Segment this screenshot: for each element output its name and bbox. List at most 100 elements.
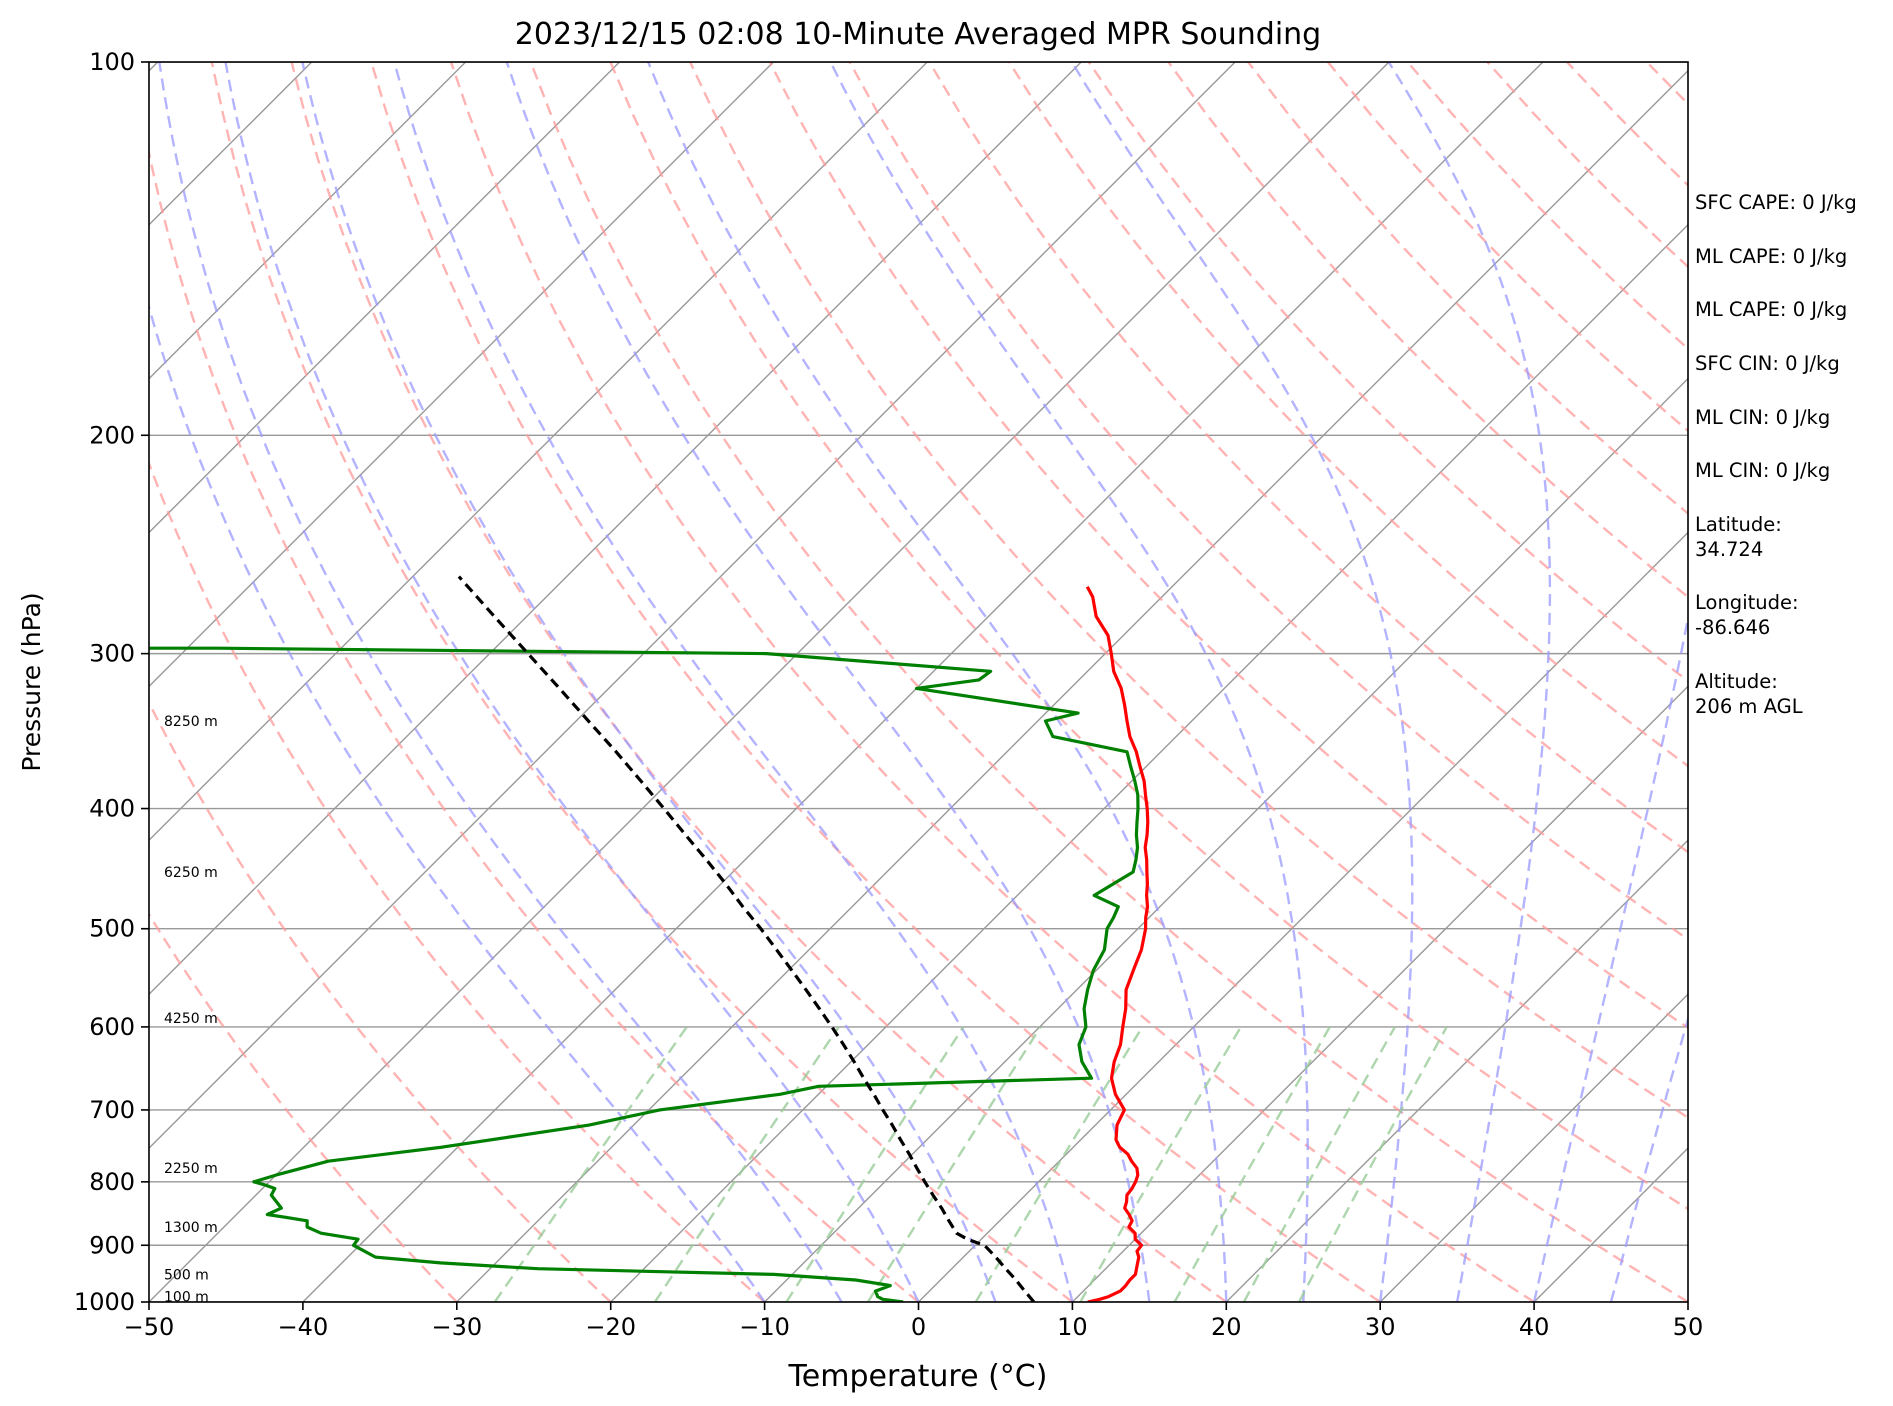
height-label: 6250 m — [164, 865, 218, 881]
temperature-line — [1085, 586, 1150, 1302]
x-tick-label: 40 — [1519, 1313, 1550, 1341]
isotherm-line — [149, 62, 313, 226]
moist-adiabat-line — [158, 62, 843, 1302]
isotherm-line — [764, 377, 1688, 1302]
moist-adiabat-line — [393, 62, 1074, 1302]
isotherm-line — [149, 62, 1082, 996]
height-label: 1300 m — [164, 1220, 218, 1236]
isotherm-line — [149, 62, 620, 534]
info-item: SFC CIN: 0 J/kg — [1695, 352, 1840, 375]
moist-adiabat-line — [829, 62, 1309, 1302]
dry-adiabat-line — [689, 62, 1688, 1120]
isotherm-line — [610, 223, 1688, 1302]
isotherm-line — [302, 62, 1544, 1302]
height-label: 500 m — [164, 1267, 209, 1283]
isotherm-line — [456, 69, 1688, 1302]
x-tick-label: 10 — [1057, 1313, 1088, 1341]
y-tick-label: 900 — [89, 1231, 135, 1259]
dry-adiabat-line — [768, 62, 1688, 1030]
info-item: Altitude: 206 m AGL — [1695, 670, 1803, 718]
info-item: SFC CAPE: 0 J/kg — [1695, 191, 1857, 214]
x-tick-label: 30 — [1365, 1313, 1396, 1341]
moist-adiabat-line — [224, 62, 920, 1302]
dry-adiabat-line — [370, 62, 1381, 1302]
dry-adiabat-line — [928, 62, 1688, 854]
height-labels: 100 m 500 m 1300 m 2250 m 4250 m 6250 m 8250 m — [164, 714, 218, 1306]
isotherm-line — [0, 62, 4, 1302]
mixing-ratio-line — [785, 1026, 965, 1302]
dry-adiabat-line — [609, 62, 1688, 1211]
x-axis-label: Temperature (°C) — [788, 1359, 1048, 1394]
info-item: ML CAPE: 0 J/kg — [1695, 298, 1848, 321]
x-tick-label: 0 — [911, 1313, 926, 1341]
dry-adiabat-line — [290, 62, 1228, 1302]
y-tick-label: 400 — [89, 795, 135, 823]
moist-adiabat-line — [1387, 62, 1552, 1302]
x-tick-label: 50 — [1673, 1313, 1704, 1341]
mixing-ratio-line — [493, 1026, 688, 1302]
axes: −50 −40 −30 −20 −10 0 10 20 30 40 50 100 200 300 400 50… — [74, 48, 1703, 1341]
isotherm-line — [149, 62, 774, 688]
dry-adiabat-line — [149, 700, 612, 1302]
plot-frame — [148, 61, 1689, 1303]
isotherm-line — [149, 62, 467, 380]
height-label: 100 m — [164, 1290, 209, 1306]
dry-adiabat-line — [529, 62, 1688, 1302]
mixing-ratio-line — [1242, 1026, 1396, 1302]
isotherm-line — [1225, 839, 1688, 1302]
y-tick-label: 1000 — [74, 1288, 135, 1316]
mixing-ratio-line — [866, 1026, 1042, 1302]
isotherm-line — [149, 62, 1236, 1150]
y-tick-label: 600 — [89, 1013, 135, 1041]
info-item: ML CAPE: 0 J/kg — [1695, 245, 1848, 268]
dry-adiabat-line — [149, 147, 920, 1302]
info-item: Longitude: -86.646 — [1695, 591, 1799, 639]
isotherm-line — [1071, 685, 1688, 1302]
isotherm-line — [1379, 993, 1688, 1302]
isotherm-line — [149, 62, 928, 842]
moist-adiabat-line — [1070, 62, 1414, 1302]
mixing-ratio-line — [974, 1026, 1144, 1302]
y-tick-label: 700 — [89, 1096, 135, 1124]
parcel-line — [457, 575, 1036, 1302]
y-axis-label: Pressure (hPa) — [17, 592, 46, 771]
info-item: Latitude: 34.724 — [1695, 513, 1782, 561]
isotherm-line — [918, 531, 1688, 1302]
dry-adiabat-line — [149, 912, 458, 1302]
x-tick-label: −20 — [585, 1313, 636, 1341]
dry-adiabat-line — [449, 62, 1535, 1302]
y-tick-label: 300 — [89, 640, 135, 668]
y-tick-label: 100 — [89, 48, 135, 76]
height-label: 8250 m — [164, 714, 218, 730]
y-tick-label: 200 — [89, 421, 135, 449]
dewpoint-line — [149, 646, 1140, 1302]
x-tick-label: −50 — [124, 1313, 175, 1341]
mixing-ratio-line — [1297, 1026, 1448, 1302]
mixing-ratio-line — [653, 1026, 840, 1302]
x-tick-label: 20 — [1211, 1313, 1242, 1341]
moist-adiabat-line — [149, 302, 766, 1302]
isotherm-line — [149, 62, 1390, 1302]
y-tick-label: 500 — [89, 915, 135, 943]
dry-adiabat-line — [149, 460, 766, 1302]
height-label: 4250 m — [164, 1011, 218, 1027]
mixing-ratio-line — [1173, 1026, 1331, 1302]
info-item: ML CIN: 0 J/kg — [1695, 406, 1831, 429]
dry-adiabat-line — [1087, 62, 1688, 683]
dry-adiabat-line — [848, 62, 1688, 941]
background-lines — [0, 62, 1688, 1302]
moist-adiabat-line — [647, 62, 1228, 1302]
x-tick-label: −30 — [431, 1313, 482, 1341]
x-tick-label: −40 — [278, 1313, 329, 1341]
info-item: ML CIN: 0 J/kg — [1695, 459, 1831, 482]
x-tick-label: −10 — [739, 1313, 790, 1341]
chart-title: 2023/12/15 02:08 10-Minute Averaged MPR … — [515, 17, 1321, 52]
sounding-lines — [149, 575, 1150, 1302]
dry-adiabat-line — [1167, 62, 1688, 599]
height-label: 2250 m — [164, 1161, 218, 1177]
moist-adiabat-line — [301, 62, 997, 1302]
moist-adiabat-line — [1532, 611, 1688, 1302]
mixing-ratio-line — [1079, 1026, 1242, 1302]
dry-adiabat-line — [210, 62, 1074, 1302]
